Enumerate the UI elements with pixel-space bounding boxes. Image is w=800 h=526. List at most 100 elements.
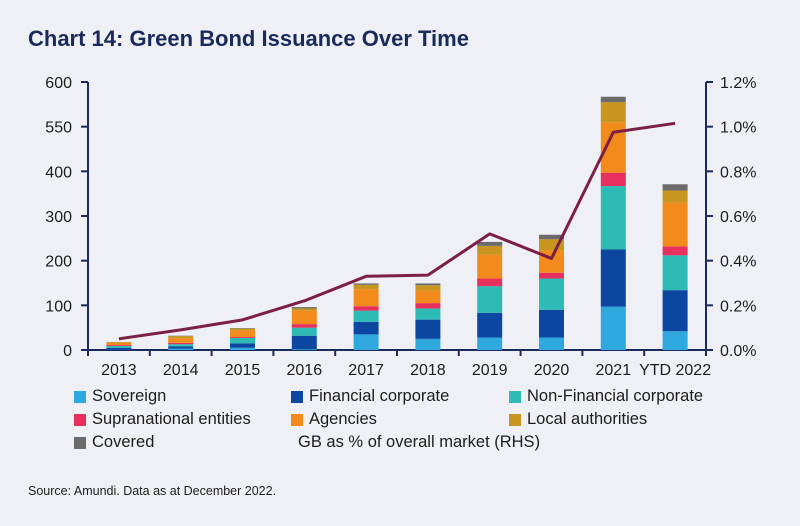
bar-segment <box>415 308 441 320</box>
bar-segment <box>662 184 688 191</box>
legend-label: Sovereign <box>92 387 167 405</box>
bar-segment <box>600 249 626 307</box>
bar-segment <box>230 343 255 348</box>
y2-tick-label: 0.8% <box>720 164 756 181</box>
legend-item: Local authorities <box>509 409 749 430</box>
x-tick-label: 2014 <box>163 362 199 379</box>
bar-segment <box>353 306 379 311</box>
legend-label: Local authorities <box>527 410 648 428</box>
legend-item: Supranational entities <box>74 409 291 430</box>
y2-tick-label: 1.2% <box>720 75 756 92</box>
bar-segment <box>230 347 255 350</box>
legend-swatch <box>291 390 303 403</box>
bar-segment <box>539 239 564 251</box>
tick-labels: 0 100 200 300 400 550 600 0.0% 0.2% 0.4% 0.6% 0.8% 1… <box>45 75 756 379</box>
bar-segment <box>230 328 255 331</box>
bar-segment <box>415 283 441 286</box>
bar-segment <box>415 290 441 304</box>
x-tick-label: 2020 <box>534 362 570 379</box>
bar-segment <box>477 337 503 350</box>
y-tick-label: 550 <box>45 120 72 137</box>
bar-segment <box>106 347 132 350</box>
bar-segment <box>662 202 688 247</box>
bar-segment <box>168 336 194 339</box>
chart-legend: Sovereign Financial corporate Non-Financia… <box>74 386 774 453</box>
bar-segment <box>168 346 194 349</box>
bar-segment <box>291 349 317 350</box>
legend-swatch <box>74 390 86 403</box>
legend-item: Non-Financial corporate <box>509 386 749 407</box>
bar-segment <box>477 278 503 287</box>
bar-segment <box>477 312 503 338</box>
y-tick-label: 0 <box>63 343 72 360</box>
bar-segment <box>168 348 194 350</box>
bar-segment <box>539 234 564 240</box>
legend-label: Non-Financial corporate <box>527 387 704 405</box>
bar-segment <box>662 331 688 350</box>
chart-title: Chart 14: Green Bond Issuance Over Time <box>28 26 469 51</box>
legend-swatch <box>509 390 521 403</box>
bar-segment <box>477 286 503 313</box>
bar-segment <box>353 284 379 290</box>
legend-item: Financial corporate <box>291 386 509 407</box>
bar-segment <box>415 303 441 309</box>
y-tick-label: 300 <box>45 209 72 226</box>
y2-tick-label: 1.0% <box>720 120 756 137</box>
bar-segment <box>600 186 626 250</box>
x-tick-label: YTD 2022 <box>639 362 711 379</box>
bar-segment <box>539 278 564 310</box>
legend-item: GB as % of overall market (RHS) <box>291 432 540 453</box>
bar-segment <box>168 338 194 343</box>
legend-label: Agencies <box>309 410 377 428</box>
x-tick-label: 2017 <box>348 362 384 379</box>
bar-segment <box>230 330 255 338</box>
bars-group <box>106 96 688 350</box>
x-tick-label: 2015 <box>225 362 261 379</box>
bar-segment <box>477 254 503 279</box>
bar-segment <box>353 321 379 335</box>
y2-tick-label: 0.2% <box>720 298 756 315</box>
legend-swatch <box>291 413 303 426</box>
legend-swatch <box>509 413 521 426</box>
y-tick-label: 400 <box>45 164 72 181</box>
x-tick-label: 2013 <box>101 362 137 379</box>
bar-segment <box>168 342 194 345</box>
legend-label: Supranational entities <box>92 410 251 428</box>
x-tick-label: 2016 <box>287 362 323 379</box>
bar-segment <box>291 308 317 311</box>
bar-segment <box>415 319 441 339</box>
bar-segment <box>600 306 626 350</box>
line-group <box>118 121 676 341</box>
bar-segment <box>106 341 132 343</box>
bar-segment <box>539 309 564 338</box>
y-tick-label: 200 <box>45 254 72 271</box>
legend-swatch <box>74 413 86 426</box>
x-tick-label: 2019 <box>472 362 508 379</box>
bar-segment <box>291 327 317 336</box>
legend-label: Covered <box>92 433 155 451</box>
bar-segment <box>662 290 688 332</box>
y2-tick-label: 0.6% <box>720 209 756 226</box>
bar-segment <box>353 283 379 285</box>
x-tick-label: 2021 <box>596 362 632 379</box>
bar-segment <box>662 246 688 256</box>
bar-segment <box>415 285 441 291</box>
bar-segment <box>106 345 132 346</box>
bar-segment <box>291 310 317 325</box>
y-tick-label: 100 <box>45 298 72 315</box>
line-series-gb-share <box>118 121 676 341</box>
legend-swatch <box>74 436 86 449</box>
bar-segment <box>415 338 441 350</box>
bar-segment <box>230 337 255 338</box>
bar-segment <box>662 190 688 203</box>
legend-label: Financial corporate <box>309 387 450 405</box>
bar-segment <box>106 342 132 346</box>
bar-segment <box>106 345 132 348</box>
bar-segment <box>477 245 503 255</box>
y-tick-label: 600 <box>45 75 72 92</box>
bar-segment <box>291 324 317 328</box>
y2-tick-label: 0.0% <box>720 343 756 360</box>
bar-segment <box>230 337 255 344</box>
bar-segment <box>539 272 564 279</box>
bar-segment <box>291 307 317 309</box>
